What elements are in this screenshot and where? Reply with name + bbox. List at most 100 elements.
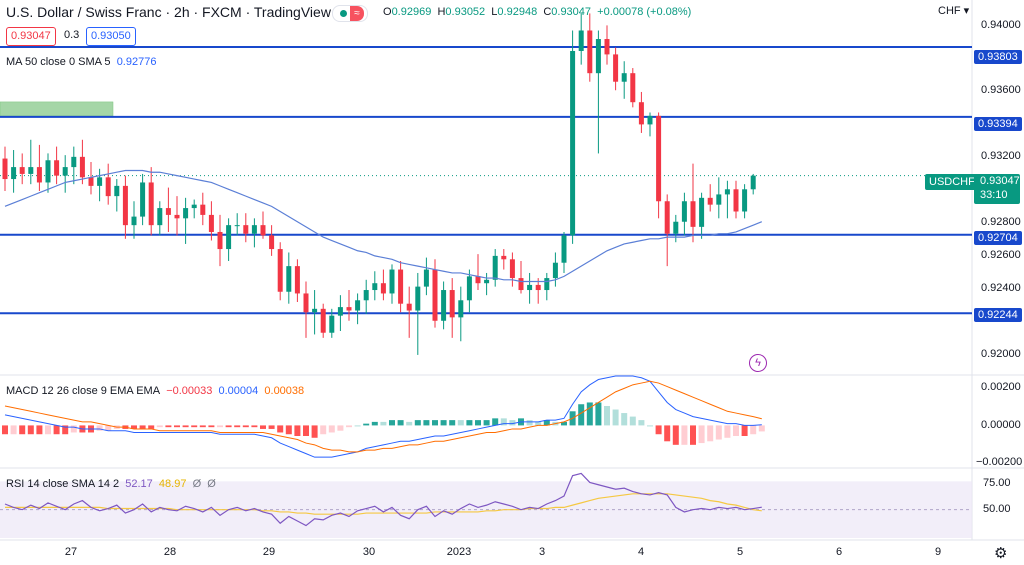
- macd-hist-bar: [131, 425, 137, 429]
- time-tick: 28: [163, 546, 177, 558]
- candle-body: [449, 290, 455, 318]
- macd-hist-bar: [621, 413, 628, 426]
- candle-body: [62, 167, 68, 176]
- candle-body: [664, 201, 670, 234]
- macd-line: [4, 375, 762, 458]
- candle-body: [621, 73, 627, 82]
- candle-body: [71, 156, 77, 168]
- candle-body: [97, 177, 103, 186]
- macd-hist-bar: [604, 406, 610, 426]
- macd-hist-bar: [285, 425, 292, 435]
- candle-body: [458, 300, 464, 318]
- rsi-legend[interactable]: RSI 14 close SMA 14 2 52.17 48.97 Ø Ø: [6, 478, 216, 490]
- level-label[interactable]: 0.93394: [974, 117, 1022, 131]
- ask-price-button[interactable]: 0.93050: [86, 27, 136, 46]
- macd-hist-bar: [45, 425, 51, 435]
- macd-hist-bar: [535, 421, 542, 426]
- chart-title: U.S. Dollar / Swiss Franc · 2h · FXCM · …: [6, 4, 331, 20]
- macd-hist-bar: [672, 425, 679, 445]
- macd-hist-bar: [148, 425, 155, 429]
- macd-hist-bar: [208, 425, 215, 428]
- candle-body: [19, 167, 25, 174]
- candle-body: [251, 225, 257, 234]
- market-status-toggle[interactable]: ≈: [332, 5, 368, 22]
- macd-legend[interactable]: MACD 12 26 close 9 EMA EMA −0.00033 0.00…: [6, 385, 305, 397]
- candle-body: [174, 214, 180, 219]
- macd-hist-bar: [457, 420, 464, 426]
- candle-body: [699, 197, 705, 227]
- macd-hist-bar: [96, 425, 103, 431]
- time-tick: 4: [637, 546, 645, 558]
- price-tick: 0.94000: [981, 19, 1021, 31]
- candle-body: [320, 308, 326, 333]
- macd-hist-bar: [191, 425, 198, 428]
- candle-body: [742, 189, 748, 212]
- candle-body: [234, 225, 240, 227]
- price-tick: 0.92800: [981, 216, 1021, 228]
- candle-body: [389, 269, 395, 294]
- candle-body: [148, 182, 154, 226]
- macd-hist-bar: [320, 425, 327, 435]
- candle-body: [217, 231, 223, 250]
- rsi-ma-line: [5, 493, 762, 515]
- macd-hist-bar: [182, 425, 189, 428]
- candle-body: [36, 167, 42, 183]
- level-label[interactable]: 0.92244: [974, 308, 1022, 322]
- candle-body: [363, 290, 369, 301]
- candle-body: [54, 160, 60, 176]
- macd-hist-bar: [242, 425, 249, 428]
- macd-hist-bar: [328, 425, 335, 433]
- time-tick: 2023: [446, 546, 472, 558]
- candle-body: [329, 315, 335, 333]
- candle-body: [415, 286, 421, 311]
- macd-hist-bar: [724, 425, 731, 438]
- macd-hist-bar: [475, 420, 481, 426]
- macd-tick: 0.00000: [981, 419, 1021, 431]
- candle-body: [105, 177, 111, 197]
- macd-hist-bar: [389, 420, 395, 426]
- macd-hist-bar: [466, 420, 473, 426]
- time-tick: 27: [64, 546, 78, 558]
- wave-icon: ≈: [350, 6, 364, 21]
- candle-body: [578, 30, 584, 51]
- candle-body: [303, 293, 309, 313]
- macd-tick: 0.00200: [981, 381, 1021, 393]
- time-tick: 6: [835, 546, 843, 558]
- ma-line: [4, 169, 763, 283]
- candle-body: [587, 30, 593, 74]
- macd-hist-bar: [483, 420, 490, 426]
- ma-legend[interactable]: MA 50 close 0 SMA 5 0.92776: [6, 56, 157, 68]
- macd-hist-bar: [707, 425, 714, 442]
- level-label[interactable]: 0.93803: [974, 50, 1022, 64]
- price-tick: 0.93600: [981, 84, 1021, 96]
- macd-hist-bar: [10, 425, 17, 435]
- candle-body: [269, 235, 275, 250]
- rsi-tick: 50.00: [983, 503, 1011, 515]
- candle-body: [604, 39, 610, 55]
- macd-hist-bar: [681, 425, 688, 445]
- macd-hist-bar: [578, 404, 585, 426]
- candle-body: [733, 189, 739, 212]
- ohlc-readout: O0.92969 H0.93052 L0.92948 C0.93047 +0.0…: [383, 6, 692, 18]
- bid-price-button[interactable]: 0.93047: [6, 27, 56, 46]
- time-tick: 3: [538, 546, 546, 558]
- flash-alert-icon[interactable]: ϟ: [749, 354, 767, 372]
- time-tick: 9: [934, 546, 942, 558]
- macd-hist-bar: [311, 425, 318, 438]
- macd-hist-bar: [70, 425, 77, 433]
- candle-body: [114, 185, 120, 197]
- macd-hist-bar: [449, 420, 456, 426]
- candle-body: [707, 197, 713, 205]
- candle-body: [466, 276, 472, 301]
- currency-selector[interactable]: CHF ▾: [938, 5, 970, 17]
- candle-body: [638, 102, 644, 125]
- macd-hist-bar: [432, 420, 438, 426]
- level-label[interactable]: 0.92704: [974, 231, 1022, 245]
- candle-body: [191, 204, 197, 209]
- macd-hist-bar: [629, 416, 636, 426]
- macd-hist-bar: [715, 425, 722, 440]
- candle-body: [286, 266, 292, 292]
- settings-gear-icon[interactable]: ⚙: [994, 545, 1008, 562]
